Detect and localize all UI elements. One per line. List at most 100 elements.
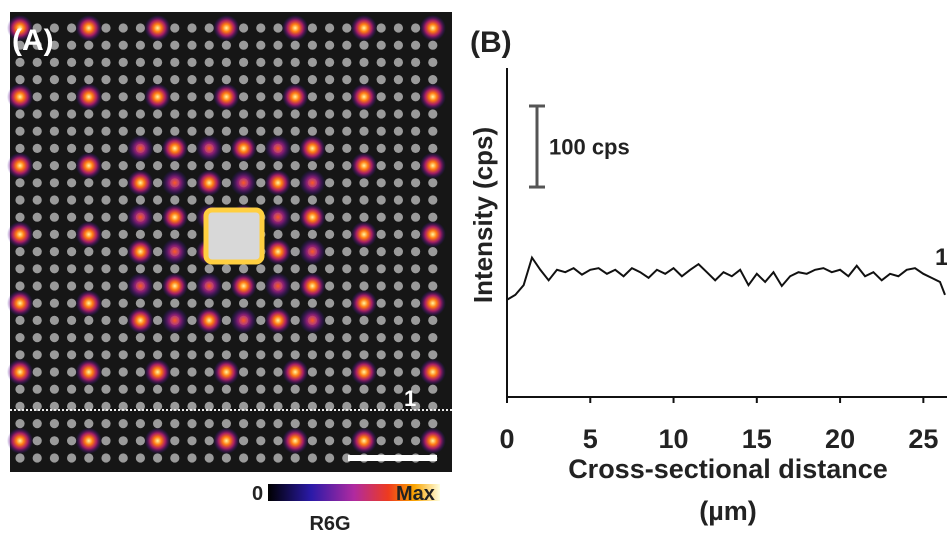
pillar xyxy=(32,298,42,308)
pillar xyxy=(273,195,283,205)
pillar xyxy=(153,315,163,325)
pillar xyxy=(101,298,111,308)
pillar xyxy=(221,195,231,205)
pillar xyxy=(307,419,317,429)
pillar xyxy=(393,23,403,33)
pillar xyxy=(32,23,42,33)
x-tick-label: 15 xyxy=(742,424,772,454)
hotspot xyxy=(265,169,291,196)
pillar xyxy=(273,40,283,50)
pillar xyxy=(118,281,128,291)
pillar xyxy=(239,109,249,119)
pillar xyxy=(376,281,386,291)
pillar xyxy=(67,195,77,205)
pillar xyxy=(342,195,352,205)
pillar xyxy=(273,92,283,102)
pillar xyxy=(342,23,352,33)
pillar xyxy=(187,401,197,411)
pillar xyxy=(256,109,266,119)
pillar xyxy=(118,333,128,343)
pillar xyxy=(428,212,438,222)
pillar xyxy=(359,75,369,85)
pillar xyxy=(325,161,335,171)
pillar xyxy=(411,40,421,50)
pillar xyxy=(118,367,128,377)
pillar xyxy=(67,436,77,446)
pillar xyxy=(239,333,249,343)
pillar xyxy=(15,401,25,411)
pillar xyxy=(376,401,386,411)
pillar xyxy=(204,23,214,33)
pillar xyxy=(118,298,128,308)
pillar xyxy=(239,126,249,136)
pillar xyxy=(290,298,300,308)
pillar xyxy=(32,57,42,67)
hotspot xyxy=(213,83,240,110)
pillar xyxy=(153,264,163,274)
pillar xyxy=(239,264,249,274)
pillar xyxy=(153,195,163,205)
pillar xyxy=(67,109,77,119)
pillar xyxy=(67,281,77,291)
pillar xyxy=(170,298,180,308)
pillar xyxy=(153,453,163,463)
pillar xyxy=(118,23,128,33)
pillar xyxy=(290,178,300,188)
pillar xyxy=(290,419,300,429)
pillar xyxy=(170,367,180,377)
pillar xyxy=(204,367,214,377)
hotspot xyxy=(351,359,377,385)
pillar xyxy=(49,23,60,33)
pillar xyxy=(170,436,180,446)
pillar xyxy=(273,23,283,33)
pillar xyxy=(239,419,249,429)
pillar xyxy=(84,57,94,67)
pillar xyxy=(273,75,283,85)
data-line xyxy=(506,255,946,301)
pillar xyxy=(342,212,352,222)
pillar xyxy=(342,40,352,50)
pillar xyxy=(84,75,94,85)
pillar xyxy=(376,298,386,308)
pillar xyxy=(411,315,421,325)
hotspot xyxy=(419,83,446,110)
pillar xyxy=(15,109,25,119)
pillar xyxy=(101,384,111,394)
pillar xyxy=(187,333,197,343)
pillar xyxy=(67,350,77,360)
pillar xyxy=(239,367,249,377)
microscopy-image xyxy=(7,12,452,472)
pillar xyxy=(187,126,197,136)
pillar xyxy=(101,92,111,102)
pillar xyxy=(342,143,352,153)
pillar xyxy=(359,247,369,257)
pillar xyxy=(428,401,438,411)
pillar xyxy=(101,23,111,33)
pillar xyxy=(393,333,403,343)
pillar xyxy=(307,75,317,85)
pillar xyxy=(49,384,60,394)
hotspot xyxy=(265,204,291,231)
pillar xyxy=(32,126,42,136)
pillar xyxy=(359,178,369,188)
x-tick-label: 20 xyxy=(825,424,855,454)
hotspot xyxy=(196,169,223,196)
pillar xyxy=(256,23,266,33)
pillar xyxy=(32,92,42,102)
pillar xyxy=(221,384,231,394)
pillar xyxy=(221,109,231,119)
pillar xyxy=(153,57,163,67)
pillar xyxy=(204,40,214,50)
hotspot xyxy=(75,290,102,317)
pillar xyxy=(256,419,266,429)
pillar xyxy=(290,212,300,222)
pillar xyxy=(239,350,249,360)
pillar xyxy=(393,281,403,291)
pillar xyxy=(170,109,180,119)
pillar xyxy=(342,178,352,188)
pillar xyxy=(153,178,163,188)
pillar xyxy=(239,436,249,446)
pillar xyxy=(15,75,25,85)
pillar xyxy=(307,229,317,239)
pillar xyxy=(187,229,197,239)
